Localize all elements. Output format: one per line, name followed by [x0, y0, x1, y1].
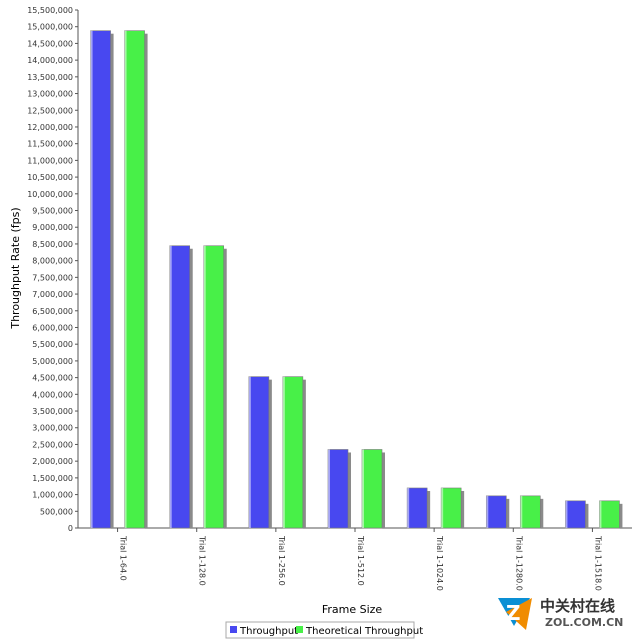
y-tick-label: 10,000,000: [27, 190, 73, 199]
bar-throughput: [169, 245, 191, 529]
y-tick-label: 8,500,000: [32, 240, 73, 249]
y-tick-label: 3,500,000: [32, 407, 73, 416]
y-tick-label: 12,000,000: [27, 123, 73, 132]
y-axis: 0 500,000 1,000,000 1,500,000 2,000,000 2,500…: [27, 6, 79, 533]
y-tick-label: 11,000,000: [27, 156, 73, 165]
bar-highlight: [124, 30, 127, 529]
bar-highlight: [441, 487, 444, 528]
y-tick-label: 13,500,000: [27, 73, 73, 82]
legend: Throughput Theoretical Throughput: [225, 621, 423, 639]
legend-swatch-theoretical-throughput: [296, 626, 303, 633]
x-tick-label: Trial 1-512.0: [356, 535, 365, 586]
bar-theoretical-throughput: [519, 495, 541, 529]
bar-highlight: [520, 495, 523, 528]
y-tick-label: 5,000,000: [32, 357, 73, 366]
y-tick-label: 15,500,000: [27, 6, 73, 15]
y-tick-label: 8,000,000: [32, 257, 73, 266]
y-tick-label: 4,500,000: [32, 374, 73, 383]
bar-highlight: [362, 449, 364, 528]
bar-throughput: [485, 495, 507, 529]
bar-highlight: [203, 245, 206, 528]
y-tick-label: 14,500,000: [27, 39, 73, 48]
y-tick-label: 0: [68, 524, 73, 533]
bar-marks: [90, 30, 623, 529]
y-tick-label: 2,000,000: [32, 457, 73, 466]
bar-theoretical-throughput: [203, 245, 225, 529]
bar-theoretical-throughput: [282, 376, 304, 529]
y-tick-label: 5,500,000: [32, 340, 73, 349]
y-tick-label: 15,000,000: [27, 23, 73, 32]
legend-swatch-throughput: [230, 626, 237, 633]
bar-throughput: [406, 487, 428, 529]
y-tick-label: 11,500,000: [27, 140, 73, 149]
y-tick-label: 9,000,000: [32, 223, 73, 232]
y-tick-label: 7,000,000: [32, 290, 73, 299]
y-tick-label: 14,000,000: [27, 56, 73, 65]
bar-highlight: [90, 30, 93, 529]
y-tick-label: 1,000,000: [32, 491, 73, 500]
watermark-logo: Z 中关村在线 ZOL.COM.CN: [498, 597, 623, 630]
bar-highlight: [282, 376, 285, 528]
y-tick-label: 9,500,000: [32, 207, 73, 216]
bar-highlight: [328, 449, 330, 528]
y-tick-label: 6,000,000: [32, 323, 73, 332]
y-axis-title: Throughput Rate (fps): [9, 207, 22, 329]
x-tick-label: Trial 1-128.0: [198, 535, 207, 586]
bar-theoretical-throughput: [599, 500, 620, 529]
y-tick-label: 6,500,000: [32, 307, 73, 316]
y-tick-label: 12,500,000: [27, 106, 73, 115]
bar-highlight: [169, 245, 172, 528]
x-tick-labels: Trial 1-64.0 Trial 1-128.0 Trial 1-256.0 Tr…: [117, 528, 602, 591]
bar-throughput: [90, 30, 111, 529]
x-tick-label: Trial 1-64.0: [119, 535, 128, 581]
zol-brand-chinese: 中关村在线: [540, 597, 615, 615]
y-tick-label: 13,000,000: [27, 90, 73, 99]
x-tick-label: Trial 1-1518.0: [593, 535, 602, 591]
legend-label-throughput: Throughput: [239, 626, 298, 637]
plot-area: [78, 10, 632, 528]
bar-theoretical-throughput: [361, 449, 383, 529]
zol-brand-domain: ZOL.COM.CN: [545, 616, 623, 629]
zol-logo-letter: Z: [506, 601, 521, 625]
y-tick-label: 2,500,000: [32, 440, 73, 449]
x-tick-label: Trial 1-256.0: [277, 535, 286, 586]
bar-throughput: [565, 500, 586, 529]
bar-theoretical-throughput: [440, 487, 462, 529]
bar-theoretical-throughput: [124, 30, 145, 529]
y-tick-label: 7,500,000: [32, 273, 73, 282]
y-tick-label: 3,000,000: [32, 424, 73, 433]
x-tick-label: Trial 1-1280.0: [514, 535, 523, 591]
bar-highlight: [248, 376, 251, 528]
legend-label-theoretical-throughput: Theoretical Throughput: [305, 626, 423, 637]
y-tick-label: 500,000: [40, 507, 73, 516]
bar-highlight: [407, 487, 410, 528]
x-tick-label: Trial 1-1024.0: [435, 535, 444, 591]
zol-logo-icon: Z: [498, 598, 532, 630]
bar-highlight: [565, 500, 568, 528]
y-tick-label: 1,500,000: [32, 474, 73, 483]
y-tick-label: 10,500,000: [27, 173, 73, 182]
bar-throughput: [248, 376, 270, 529]
legend-box: [225, 621, 415, 639]
y-tick-label: 4,000,000: [32, 390, 73, 399]
bar-highlight: [486, 495, 489, 528]
x-axis-title: Frame Size: [322, 603, 383, 616]
bar-throughput: [327, 449, 349, 529]
bar-highlight: [599, 500, 602, 528]
